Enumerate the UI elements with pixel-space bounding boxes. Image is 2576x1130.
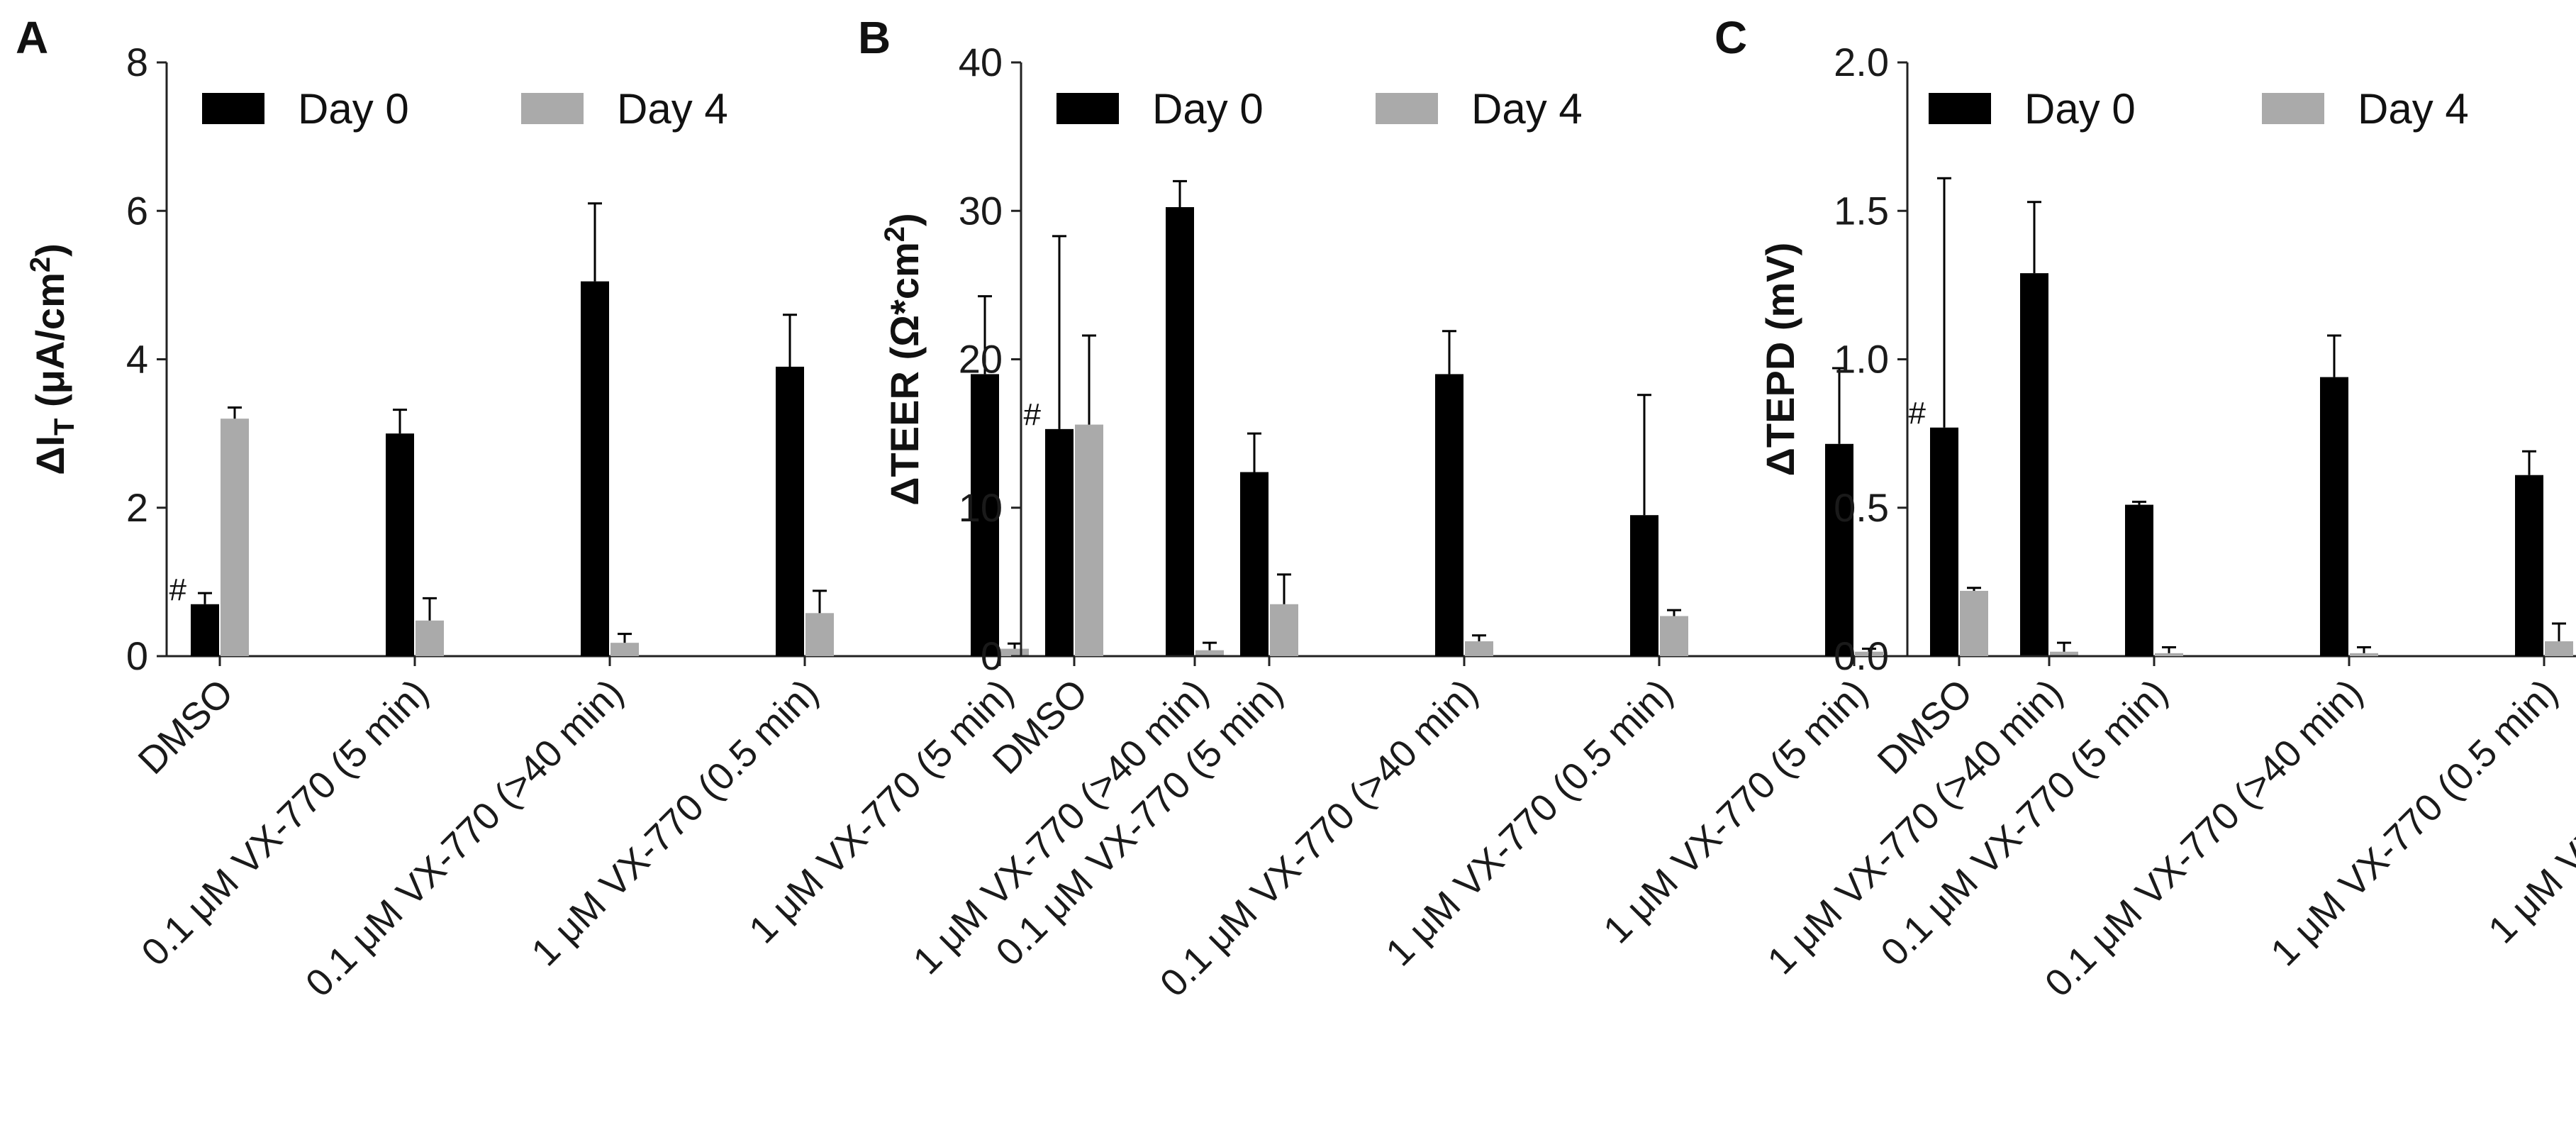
- legend-label: Day 4: [617, 85, 728, 133]
- bar-day-4: [2155, 653, 2183, 656]
- bar-day-4: [1465, 641, 1493, 656]
- panel-letter: A: [16, 12, 48, 63]
- y-axis-label: ΔTEPD (mV): [1758, 243, 1802, 477]
- x-tick-label: DMSO: [130, 671, 242, 782]
- bar-day-0: [2515, 475, 2543, 656]
- y-tick-label: 1.5: [1834, 188, 1889, 233]
- bar-day-0: [1435, 374, 1463, 656]
- bar-day-0: [1825, 443, 1853, 656]
- y-tick-label: 8: [126, 40, 148, 84]
- bar-day-0: [776, 366, 804, 656]
- x-tick-label: 0.1 μM VX-770 (>40 min): [2037, 671, 2371, 1005]
- y-tick-label: 0.5: [1834, 485, 1889, 530]
- bar-day-0: [386, 433, 414, 656]
- y-tick-label: 2: [126, 485, 148, 530]
- legend-swatch-day-4: [2262, 93, 2324, 124]
- bar-day-0: [971, 374, 999, 656]
- bar-day-0: [2020, 273, 2048, 656]
- y-tick-label: 0: [126, 633, 148, 678]
- y-tick-label: 40: [959, 40, 1003, 84]
- bar-day-4: [1855, 651, 1883, 656]
- annotation-hash: #: [1909, 396, 1927, 431]
- x-tick-label: 0.1 μM VX-770 (>40 min): [1152, 671, 1486, 1005]
- bar-day-0: [2125, 504, 2153, 656]
- y-tick-label: 2.0: [1834, 40, 1889, 84]
- y-tick-label: 6: [126, 188, 148, 233]
- legend-swatch-day-4: [1376, 93, 1438, 124]
- bar-day-4: [416, 620, 444, 656]
- legend-label: Day 4: [2358, 85, 2469, 133]
- bar-day-4: [221, 419, 249, 656]
- bar-day-4: [1075, 424, 1103, 656]
- bar-day-4: [805, 613, 834, 656]
- bar-day-4: [1000, 648, 1029, 656]
- y-tick-label: 4: [126, 337, 148, 382]
- y-tick-label: 30: [959, 188, 1003, 233]
- bar-day-4: [1195, 650, 1224, 656]
- bar-day-0: [1045, 428, 1074, 656]
- bar-day-4: [1960, 590, 1988, 656]
- legend-label: Day 4: [1471, 85, 1583, 133]
- annotation-hash: #: [169, 572, 187, 607]
- y-tick-label: 1.0: [1834, 337, 1889, 382]
- bar-day-4: [610, 643, 639, 656]
- bar-day-0: [1166, 207, 1194, 656]
- y-tick-label: 0: [981, 633, 1003, 678]
- legend-swatch-day-0: [202, 93, 264, 124]
- legend-swatch-day-0: [1929, 93, 1991, 124]
- legend-swatch-day-4: [521, 93, 584, 124]
- y-tick-label: 20: [959, 337, 1003, 382]
- panel-letter: C: [1714, 12, 1747, 63]
- bar-day-0: [191, 604, 219, 656]
- bar-day-4: [1270, 604, 1298, 656]
- bar-day-0: [2320, 377, 2348, 656]
- legend-label: Day 0: [298, 85, 409, 133]
- y-tick-label: 0.0: [1834, 633, 1889, 678]
- legend-label: Day 0: [2024, 85, 2136, 133]
- bar-day-0: [1930, 427, 1958, 656]
- annotation-hash: #: [1024, 397, 1042, 432]
- bar-day-4: [2050, 651, 2078, 656]
- bar-day-4: [1660, 616, 1688, 656]
- bar-day-0: [1630, 515, 1658, 656]
- legend-label: Day 0: [1152, 85, 1264, 133]
- panel-letter: B: [858, 12, 891, 63]
- bar-day-0: [1240, 472, 1269, 656]
- y-axis-label: ΔTEER (Ω*cm2): [879, 213, 927, 505]
- legend-swatch-day-0: [1056, 93, 1119, 124]
- bar-day-0: [581, 281, 609, 656]
- x-tick-label: 0.1 μM VX-770 (>40 min): [298, 671, 632, 1005]
- y-axis-label: ΔIT (μA/cm2): [25, 243, 80, 475]
- y-tick-label: 10: [959, 485, 1003, 530]
- bar-day-4: [2350, 653, 2378, 656]
- bar-day-4: [2545, 641, 2573, 656]
